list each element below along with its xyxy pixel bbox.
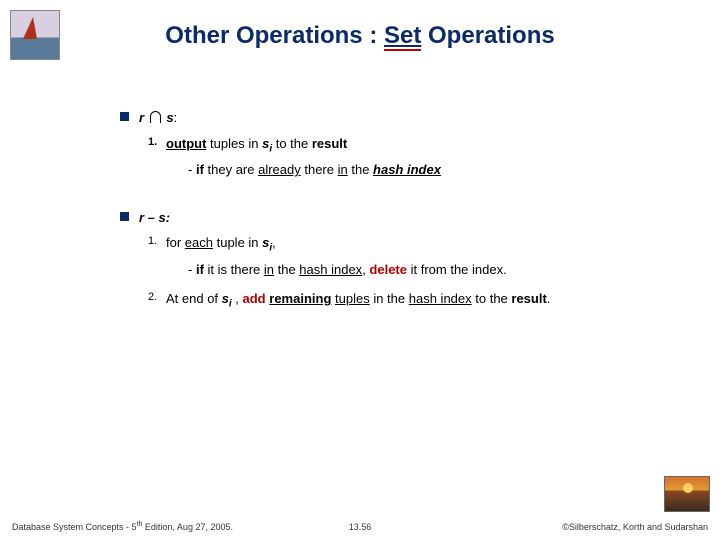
- difference-step-2: 2. At end of si , add remaining tuples i…: [148, 289, 690, 312]
- word-if: if: [196, 262, 204, 277]
- footer-left-pre: Database System Concepts - 5: [12, 522, 137, 532]
- word-remaining: remaining: [269, 291, 331, 306]
- intersection-steps: 1. output tuples in si to the result - i…: [148, 134, 690, 180]
- word-if: if: [196, 162, 204, 177]
- word-each: each: [185, 235, 213, 250]
- word-in: in: [264, 262, 274, 277]
- dash: –: [144, 210, 158, 225]
- var-s: s: [166, 110, 173, 125]
- txt: the: [274, 262, 299, 277]
- word-add: add: [243, 291, 266, 306]
- bullet-intersection: r s:: [120, 108, 690, 128]
- txt: for: [166, 235, 185, 250]
- step-subline: - if it is there in the hash index, dele…: [188, 260, 690, 280]
- var-s: s: [159, 210, 166, 225]
- txt: tuples in: [206, 136, 262, 151]
- txt: to the: [472, 291, 512, 306]
- word-in: in: [338, 162, 348, 177]
- word-tuples: tuples: [335, 291, 370, 306]
- txt: in the: [370, 291, 409, 306]
- txt: they are: [204, 162, 258, 177]
- step-number: 2.: [148, 289, 166, 312]
- dash: -: [188, 162, 196, 177]
- square-bullet-icon: [120, 112, 129, 121]
- title-set-word: Set: [384, 22, 421, 51]
- word-result: result: [511, 291, 546, 306]
- word-hash-index: hash index: [409, 291, 472, 306]
- word-already: already: [258, 162, 301, 177]
- bullet-difference: r – s:: [120, 208, 690, 228]
- dash: -: [188, 262, 196, 277]
- step-body: At end of si , add remaining tuples in t…: [166, 289, 690, 312]
- slide-title: Other Operations : Set Operations: [0, 22, 720, 50]
- sunset-icon: [683, 483, 693, 493]
- txt: to the: [272, 136, 312, 151]
- bullet-intersection-label: r s:: [139, 108, 177, 128]
- txt: tuple in: [213, 235, 262, 250]
- step-body: for each tuple in si, - if it is there i…: [166, 233, 690, 279]
- var-r: r: [139, 110, 144, 125]
- footer-right: ©Silberschatz, Korth and Sudarshan: [562, 522, 708, 532]
- corner-image-bottom-right: [664, 476, 710, 512]
- step-number: 1.: [148, 233, 166, 279]
- footer-left: Database System Concepts - 5th Edition, …: [12, 521, 233, 532]
- bullet-difference-label: r – s:: [139, 208, 170, 228]
- word-hash-index: hash index: [373, 162, 441, 177]
- txt: At end of: [166, 291, 222, 306]
- slide-content: r s: 1. output tuples in si to the resul…: [120, 108, 690, 318]
- difference-step-1: 1. for each tuple in si, - if it is ther…: [148, 233, 690, 279]
- txt: there: [301, 162, 338, 177]
- title-pre: Other Operations :: [165, 22, 384, 49]
- word-result: result: [312, 136, 347, 151]
- difference-steps: 1. for each tuple in si, - if it is ther…: [148, 233, 690, 312]
- word-delete: delete: [369, 262, 407, 277]
- step-number: 1.: [148, 134, 166, 180]
- intersection-step-1: 1. output tuples in si to the result - i…: [148, 134, 690, 180]
- txt: ,: [232, 291, 243, 306]
- word-hash-index: hash index: [299, 262, 362, 277]
- footer-page-number: 13.56: [349, 522, 372, 532]
- colon: :: [174, 110, 178, 125]
- period: .: [547, 291, 551, 306]
- footer-left-post: Edition, Aug 27, 2005.: [142, 522, 233, 532]
- intersection-icon: [150, 111, 161, 123]
- slide-footer: Database System Concepts - 5th Edition, …: [12, 521, 708, 532]
- title-post: Operations: [421, 22, 554, 49]
- comma: ,: [272, 235, 276, 250]
- square-bullet-icon: [120, 212, 129, 221]
- step-subline: - if they are already there in the hash …: [188, 160, 690, 180]
- colon: :: [166, 210, 170, 225]
- txt: it is there: [204, 262, 264, 277]
- word-output: output: [166, 136, 206, 151]
- var-si: s: [222, 291, 229, 306]
- step-body: output tuples in si to the result - if t…: [166, 134, 690, 180]
- txt: the: [348, 162, 373, 177]
- txt: it from the index.: [407, 262, 507, 277]
